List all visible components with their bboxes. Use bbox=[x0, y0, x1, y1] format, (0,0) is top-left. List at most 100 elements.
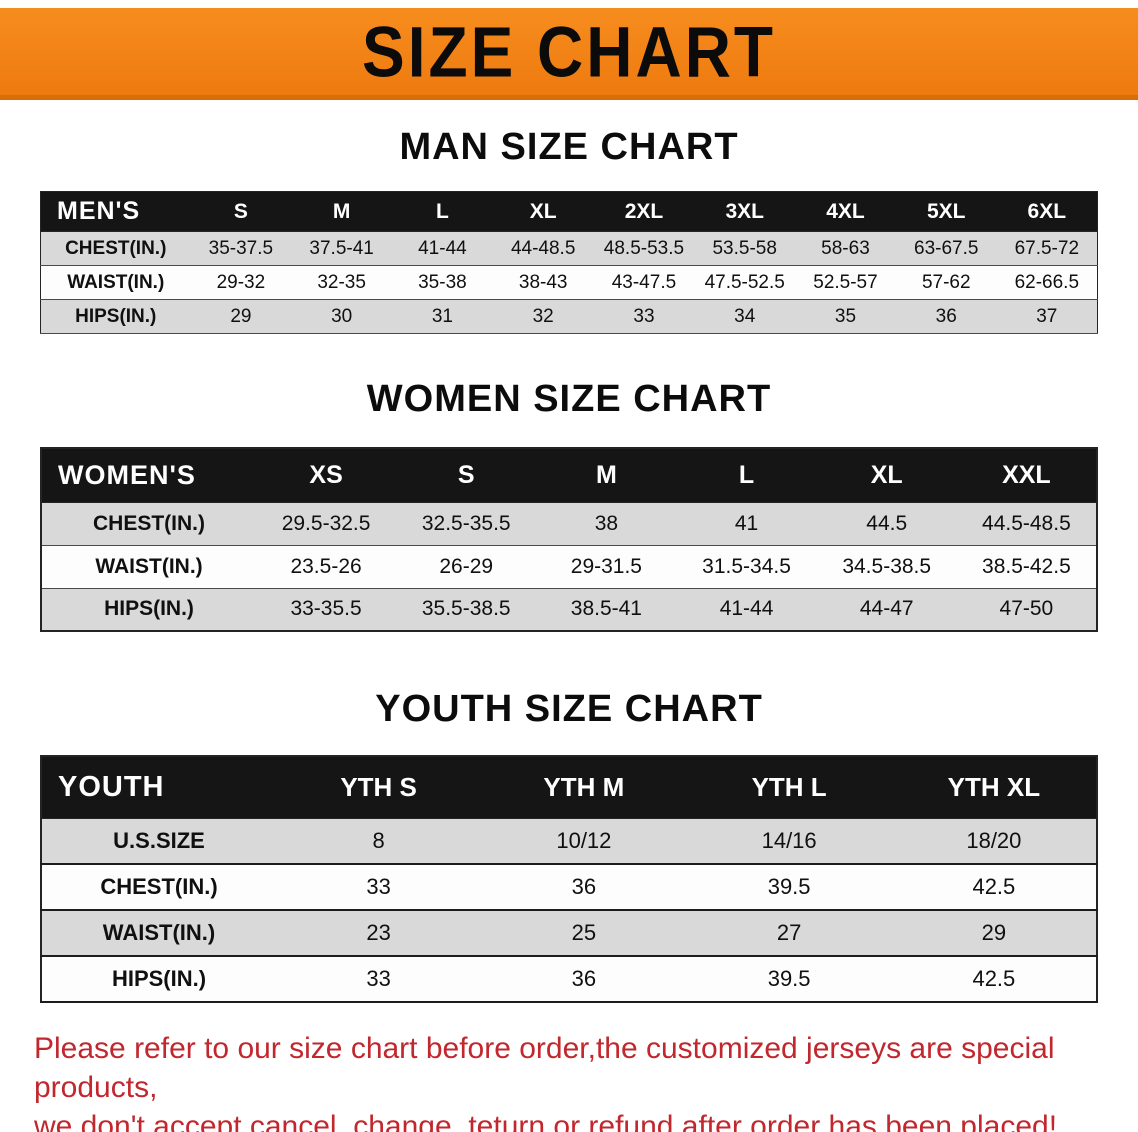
measurement-label-cell: CHEST(IN.) bbox=[41, 502, 256, 545]
measurement-label-cell: WAIST(IN.) bbox=[40, 265, 191, 300]
size-header-cell: 4XL bbox=[795, 191, 896, 232]
size-value-cell: 67.5-72 bbox=[996, 231, 1098, 266]
size-header-cell: YTH M bbox=[481, 756, 687, 819]
table-row: HIPS(IN.) 29 30 31 32 33 34 35 36 37 bbox=[40, 299, 1098, 334]
table-row: U.S.SIZE 8 10/12 14/16 18/20 bbox=[41, 818, 1097, 864]
women-section-heading: WOMEN SIZE CHART bbox=[366, 378, 772, 420]
women-size-table: WOMEN'S XS S M L XL XXL CHEST(IN.) 29.5-32.5 32.5… bbox=[40, 447, 1098, 632]
table-row: WAIST(IN.) 23.5-26 26-29 29-31.5 31.5-34.5 34… bbox=[41, 545, 1097, 588]
size-value-cell: 44-47 bbox=[816, 588, 957, 631]
size-value-cell: 37.5-41 bbox=[291, 231, 393, 266]
size-value-cell: 35-37.5 bbox=[190, 231, 292, 266]
size-value-cell: 29 bbox=[891, 910, 1097, 956]
size-value-cell: 38.5-42.5 bbox=[956, 545, 1097, 588]
size-value-cell: 36 bbox=[895, 299, 997, 334]
measurement-label-cell: CHEST(IN.) bbox=[41, 864, 276, 910]
table-row: HIPS(IN.) 33-35.5 35.5-38.5 38.5-41 41-44 44-… bbox=[41, 588, 1097, 631]
size-value-cell: 33 bbox=[593, 299, 695, 334]
men-size-section: MAN SIZE CHART MEN'S S M L XL 2XL 3XL 4XL 5XL 6XL… bbox=[0, 126, 1138, 334]
size-value-cell: 36 bbox=[481, 864, 687, 910]
size-value-cell: 38 bbox=[536, 502, 677, 545]
size-value-cell: 29-31.5 bbox=[536, 545, 677, 588]
size-header-cell: 3XL bbox=[694, 191, 796, 232]
table-row: CHEST(IN.) 35-37.5 37.5-41 41-44 44-48.5 48.5… bbox=[40, 231, 1098, 266]
size-value-cell: 31.5-34.5 bbox=[676, 545, 817, 588]
size-value-cell: 36 bbox=[481, 956, 687, 1002]
size-header-cell: YTH XL bbox=[891, 756, 1097, 819]
size-value-cell: 33 bbox=[276, 956, 482, 1002]
size-header-cell: XXL bbox=[956, 448, 1097, 503]
size-value-cell: 23 bbox=[276, 910, 482, 956]
table-title-cell: YOUTH bbox=[41, 756, 276, 819]
size-value-cell: 44.5-48.5 bbox=[956, 502, 1097, 545]
size-header-cell: YTH S bbox=[276, 756, 482, 819]
youth-section-heading: YOUTH SIZE CHART bbox=[375, 688, 763, 730]
header-row: YOUTH YTH S YTH M YTH L YTH XL bbox=[41, 756, 1097, 819]
table-title-cell: WOMEN'S bbox=[41, 448, 256, 503]
size-header-cell: M bbox=[536, 448, 677, 503]
size-value-cell: 34 bbox=[694, 299, 796, 334]
size-chart-banner: SIZE CHART bbox=[0, 8, 1138, 100]
measurement-label-cell: WAIST(IN.) bbox=[41, 545, 256, 588]
table-title-cell: MEN'S bbox=[40, 191, 191, 232]
measurement-label-cell: CHEST(IN.) bbox=[40, 231, 191, 266]
men-size-table: MEN'S S M L XL 2XL 3XL 4XL 5XL 6XL CHEST(IN.) 35-37… bbox=[40, 191, 1098, 334]
size-header-cell: YTH L bbox=[686, 756, 892, 819]
table-row: CHEST(IN.) 33 36 39.5 42.5 bbox=[41, 864, 1097, 910]
size-value-cell: 41-44 bbox=[392, 231, 493, 266]
size-value-cell: 35.5-38.5 bbox=[396, 588, 537, 631]
youth-size-table: YOUTH YTH S YTH M YTH L YTH XL U.S.SIZE 8 10/12… bbox=[40, 755, 1098, 1003]
size-chart-page: SIZE CHART MAN SIZE CHART MEN'S S M L XL 2XL 3… bbox=[0, 8, 1138, 1132]
size-value-cell: 10/12 bbox=[481, 818, 687, 864]
size-value-cell: 58-63 bbox=[795, 231, 896, 266]
header-row: WOMEN'S XS S M L XL XXL bbox=[41, 448, 1097, 503]
size-value-cell: 63-67.5 bbox=[895, 231, 997, 266]
size-header-cell: 5XL bbox=[895, 191, 997, 232]
size-header-cell: 6XL bbox=[996, 191, 1098, 232]
measurement-label-cell: HIPS(IN.) bbox=[40, 299, 191, 334]
size-value-cell: 47.5-52.5 bbox=[694, 265, 796, 300]
size-value-cell: 30 bbox=[291, 299, 393, 334]
size-value-cell: 29-32 bbox=[190, 265, 292, 300]
size-value-cell: 44.5 bbox=[816, 502, 957, 545]
measurement-label-cell: U.S.SIZE bbox=[41, 818, 276, 864]
size-value-cell: 37 bbox=[996, 299, 1098, 334]
size-value-cell: 43-47.5 bbox=[593, 265, 695, 300]
size-value-cell: 8 bbox=[276, 818, 482, 864]
size-value-cell: 42.5 bbox=[891, 956, 1097, 1002]
size-value-cell: 32 bbox=[492, 299, 594, 334]
table-row: WAIST(IN.) 29-32 32-35 35-38 38-43 43-47.5 47.… bbox=[40, 265, 1098, 300]
table-row: CHEST(IN.) 29.5-32.5 32.5-35.5 38 41 44.5 44.5… bbox=[41, 502, 1097, 545]
size-value-cell: 41 bbox=[676, 502, 817, 545]
size-value-cell: 33 bbox=[276, 864, 482, 910]
size-value-cell: 33-35.5 bbox=[256, 588, 397, 631]
size-header-cell: S bbox=[190, 191, 292, 232]
size-header-cell: S bbox=[396, 448, 537, 503]
size-value-cell: 48.5-53.5 bbox=[593, 231, 695, 266]
measurement-label-cell: HIPS(IN.) bbox=[41, 956, 276, 1002]
size-value-cell: 39.5 bbox=[686, 864, 892, 910]
size-header-cell: L bbox=[392, 191, 493, 232]
footnote-line-2: we don't accept cancel, change, teturn o… bbox=[34, 1110, 1058, 1132]
size-value-cell: 53.5-58 bbox=[694, 231, 796, 266]
size-header-cell: 2XL bbox=[593, 191, 695, 232]
size-header-cell: XL bbox=[492, 191, 594, 232]
size-value-cell: 29 bbox=[190, 299, 292, 334]
size-value-cell: 32.5-35.5 bbox=[396, 502, 537, 545]
size-value-cell: 62-66.5 bbox=[996, 265, 1098, 300]
size-value-cell: 39.5 bbox=[686, 956, 892, 1002]
size-value-cell: 35 bbox=[795, 299, 896, 334]
table-row: WAIST(IN.) 23 25 27 29 bbox=[41, 910, 1097, 956]
size-value-cell: 52.5-57 bbox=[795, 265, 896, 300]
size-value-cell: 44-48.5 bbox=[492, 231, 594, 266]
size-value-cell: 18/20 bbox=[891, 818, 1097, 864]
size-value-cell: 14/16 bbox=[686, 818, 892, 864]
footnote-line-1: Please refer to our size chart before or… bbox=[34, 1032, 1055, 1104]
header-row: MEN'S S M L XL 2XL 3XL 4XL 5XL 6XL bbox=[40, 191, 1098, 232]
measurement-label-cell: WAIST(IN.) bbox=[41, 910, 276, 956]
footnote: Please refer to our size chart before or… bbox=[0, 1029, 1138, 1132]
size-header-cell: M bbox=[291, 191, 393, 232]
size-header-cell: XS bbox=[256, 448, 397, 503]
size-value-cell: 41-44 bbox=[676, 588, 817, 631]
size-value-cell: 38.5-41 bbox=[536, 588, 677, 631]
